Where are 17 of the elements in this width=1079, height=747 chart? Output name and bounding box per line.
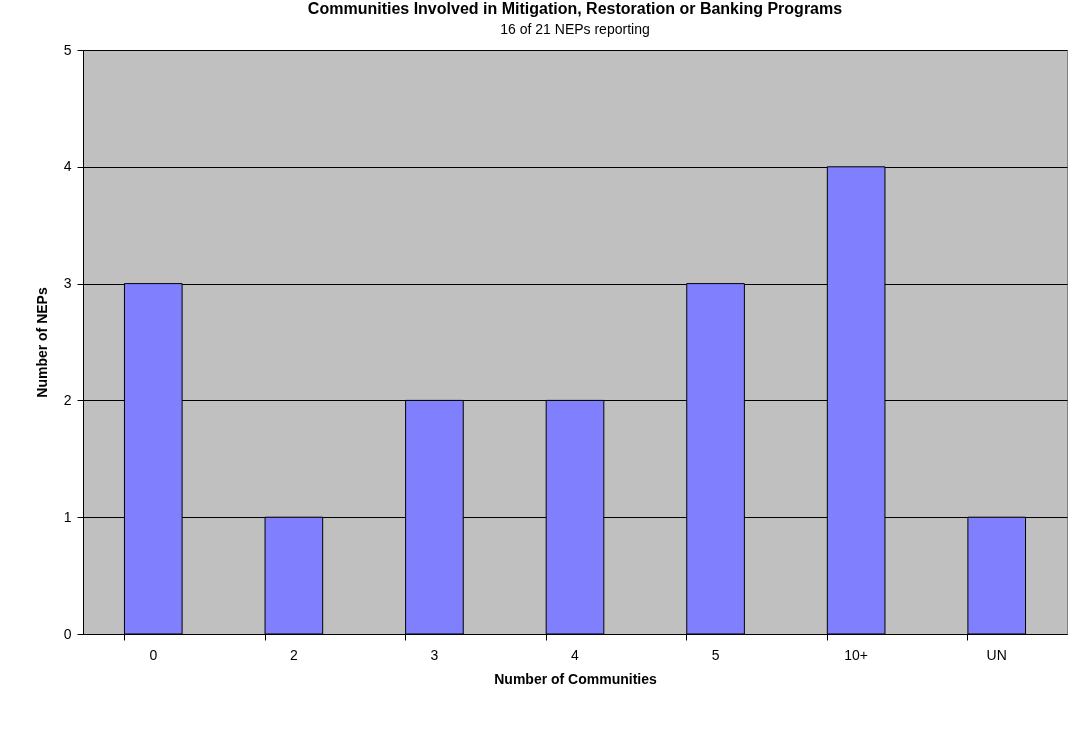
x-tick-label: UN — [986, 646, 1007, 663]
y-tick-label: 5 — [63, 41, 72, 58]
chart-title: Communities Involved in Mitigation, Restoration or Banking Programs — [307, 0, 843, 17]
y-tick-label: 0 — [63, 625, 72, 642]
x-tick-label: 3 — [430, 646, 439, 663]
x-tick-label: 0 — [149, 646, 158, 663]
y-tick-label: 4 — [63, 158, 72, 175]
x-tick-label: 10+ — [844, 646, 869, 663]
x-axis-title: Number of Communities — [494, 670, 657, 687]
y-tick-label: 2 — [63, 391, 72, 408]
x-tick-label: 5 — [711, 646, 720, 663]
x-tick-label: 4 — [571, 646, 580, 663]
y-axis-title: Number of NEPs — [33, 287, 50, 398]
chart-subtitle: 16 of 21 NEPs reporting — [500, 21, 650, 37]
y-tick-label: 1 — [63, 508, 72, 525]
x-tick-label: 2 — [289, 646, 298, 663]
y-tick-label: 3 — [63, 275, 72, 292]
